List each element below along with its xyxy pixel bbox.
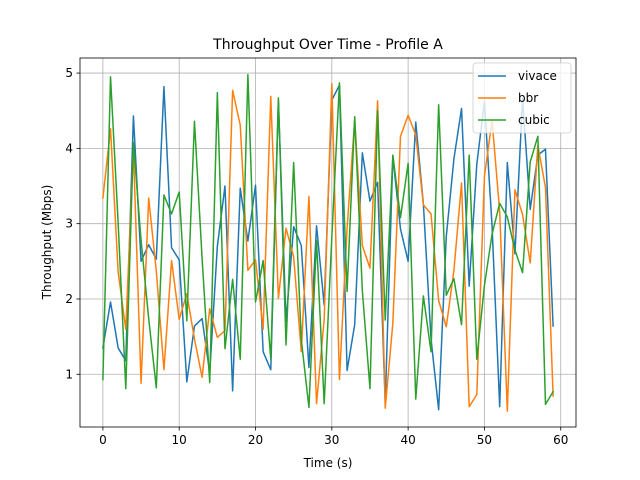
legend-items: vivace bbr cubic bbox=[478, 69, 557, 127]
x-tick-label: 20 bbox=[248, 433, 263, 447]
legend-label-vivace: vivace bbox=[518, 69, 557, 83]
axes-frame bbox=[79, 57, 577, 428]
legend-box bbox=[472, 62, 572, 134]
y-axis-label: Throughput (Mbps) bbox=[40, 185, 54, 301]
y-tick-label: 2 bbox=[65, 292, 73, 306]
legend-label-bbr: bbr bbox=[518, 91, 538, 105]
legend: vivace bbr cubic bbox=[472, 62, 572, 134]
y-ticks: 1 2 3 4 5 bbox=[65, 66, 80, 381]
x-tick-label: 10 bbox=[172, 433, 187, 447]
x-axis-label: Time (s) bbox=[303, 456, 353, 470]
x-ticks: 0 10 20 30 40 50 60 bbox=[99, 427, 568, 447]
x-tick-label: 0 bbox=[99, 433, 107, 447]
y-tick-label: 4 bbox=[65, 141, 73, 155]
series-lines bbox=[102, 73, 555, 412]
x-tick-label: 40 bbox=[400, 433, 415, 447]
y-tick-label: 3 bbox=[65, 217, 73, 231]
legend-label-cubic: cubic bbox=[518, 113, 550, 127]
series-line-cubic bbox=[102, 73, 555, 409]
series-line-bbr bbox=[102, 82, 554, 412]
x-tick-label: 30 bbox=[324, 433, 339, 447]
x-tick-label: 60 bbox=[553, 433, 568, 447]
chart-title: Throughput Over Time - Profile A bbox=[212, 37, 443, 53]
y-tick-label: 5 bbox=[65, 66, 73, 80]
y-tick-label: 1 bbox=[65, 367, 73, 381]
x-tick-label: 50 bbox=[477, 433, 492, 447]
